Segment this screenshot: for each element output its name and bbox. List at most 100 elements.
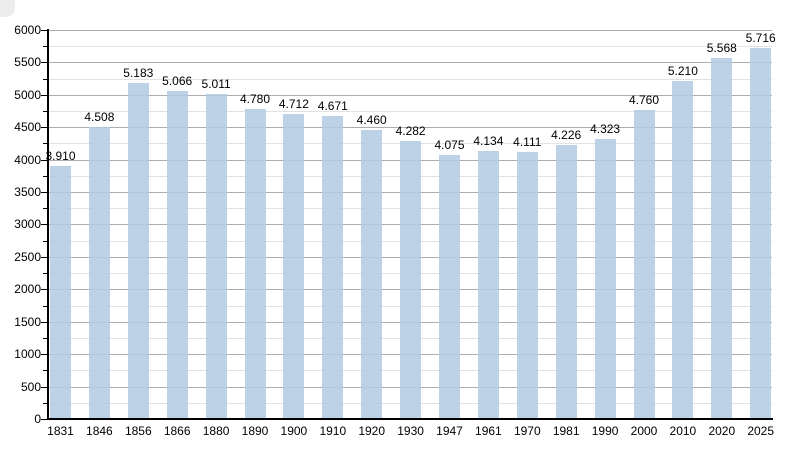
x-axis-tick-label: 1831 — [47, 424, 74, 438]
bar — [633, 110, 655, 418]
bar — [555, 145, 577, 418]
bar-value-label: 4.508 — [84, 109, 115, 124]
y-axis-tick-label: 6000 — [14, 23, 41, 37]
y-axis-tick-label: 4000 — [14, 153, 41, 167]
y-axis-major-tick — [41, 419, 47, 420]
bar — [322, 116, 344, 418]
y-axis-minor-tick — [43, 403, 47, 404]
y-axis-minor-tick — [43, 241, 47, 242]
y-axis-tick-label: 5500 — [14, 55, 41, 69]
major-gridline — [49, 30, 772, 31]
y-axis-major-tick — [41, 224, 47, 225]
bar-value-label: 4.226 — [551, 128, 582, 142]
bar — [594, 138, 616, 418]
x-axis-tick-label: 1947 — [436, 424, 463, 438]
x-axis-tick-label: 1856 — [124, 424, 152, 438]
y-axis-major-tick — [41, 62, 47, 63]
bar-value-label: 5.716 — [745, 31, 776, 46]
bar — [439, 154, 460, 418]
y-axis-tick-label: 2500 — [14, 250, 41, 264]
y-axis-major-tick — [41, 160, 47, 161]
bar — [516, 152, 538, 418]
bar — [127, 82, 149, 418]
x-axis-tick-label: 1990 — [591, 424, 619, 438]
x-axis-tick-label: 2025 — [747, 424, 775, 438]
y-axis-tick-label: 0 — [34, 412, 41, 426]
x-axis-tick-label: 1920 — [358, 424, 386, 438]
x-axis-tick-label: 1930 — [397, 424, 424, 438]
x-axis-tick-label: 1900 — [280, 424, 308, 438]
y-axis-major-tick — [41, 192, 47, 193]
bar-value-label: 4.323 — [590, 121, 621, 136]
bar-value-label: 5.066 — [162, 73, 193, 88]
y-axis-minor-tick — [43, 208, 47, 209]
bar-value-label: 4.460 — [356, 112, 387, 127]
minor-gridline — [49, 79, 772, 80]
bar-value-label: 4.134 — [473, 133, 504, 148]
bar — [400, 141, 422, 418]
x-axis-tick-label: 1880 — [202, 424, 230, 438]
y-axis-major-tick — [41, 127, 47, 128]
bar-value-label: 4.282 — [395, 124, 426, 139]
bar-value-label: 5.210 — [667, 64, 698, 79]
bar-value-label: 5.183 — [123, 65, 154, 80]
bar — [244, 109, 266, 418]
y-axis-tick-label: 1000 — [14, 347, 41, 361]
bar-value-label: 4.760 — [628, 93, 660, 108]
y-axis-tick-label: 3000 — [14, 217, 41, 231]
x-axis-tick-label: 1910 — [319, 424, 347, 438]
y-axis-major-tick — [41, 289, 47, 290]
y-axis-major-tick — [41, 257, 47, 258]
x-axis-tick-label: 2020 — [708, 424, 736, 438]
bar-value-label: 3.910 — [45, 148, 76, 163]
major-gridline — [49, 62, 772, 63]
x-axis-tick-label: 1846 — [86, 424, 113, 438]
y-axis-line — [47, 29, 49, 420]
bar — [750, 48, 772, 418]
x-axis-tick-label: 2000 — [630, 424, 658, 438]
bar-value-label: 5.011 — [201, 77, 231, 92]
y-axis-tick-label: 3500 — [14, 185, 41, 199]
y-axis-major-tick — [41, 322, 47, 323]
x-axis-line — [47, 418, 773, 420]
bar — [88, 126, 110, 418]
bar-value-label: 4.712 — [278, 96, 309, 111]
y-axis-minor-tick — [43, 143, 47, 144]
bar — [283, 113, 305, 418]
bar-value-label: 4.075 — [434, 137, 465, 152]
minor-gridline — [49, 111, 772, 112]
y-axis-major-tick — [41, 387, 47, 388]
major-gridline — [49, 127, 772, 128]
bar — [711, 58, 733, 418]
bar-value-label: 5.568 — [706, 41, 737, 55]
bar — [361, 129, 383, 418]
bar — [672, 81, 694, 418]
y-axis-major-tick — [41, 95, 47, 96]
y-axis-major-tick — [41, 30, 47, 31]
y-axis-tick-label: 4500 — [14, 120, 41, 134]
y-axis-minor-tick — [43, 370, 47, 371]
x-axis-tick-label: 1890 — [241, 424, 269, 438]
bar — [477, 150, 499, 418]
y-axis-minor-tick — [43, 338, 47, 339]
x-axis-tick-label: 1981 — [552, 424, 580, 438]
y-axis-minor-tick — [43, 111, 47, 112]
y-axis-tick-label: 500 — [20, 380, 41, 394]
y-axis-minor-tick — [43, 176, 47, 177]
bar — [50, 165, 71, 418]
y-axis-tick-label: 2000 — [14, 282, 41, 296]
y-axis-major-tick — [41, 354, 47, 355]
x-axis-tick-label: 2010 — [669, 424, 697, 438]
bar-value-label: 4.671 — [317, 99, 348, 114]
x-axis-tick-label: 1970 — [513, 424, 541, 438]
major-gridline — [49, 95, 772, 96]
y-axis-minor-tick — [43, 306, 47, 307]
bar-value-label: 4.780 — [239, 92, 271, 107]
minor-gridline — [49, 46, 772, 47]
y-axis-minor-tick — [43, 79, 47, 80]
y-axis-tick-label: 1500 — [14, 315, 41, 329]
y-axis-minor-tick — [43, 46, 47, 47]
bar — [205, 94, 227, 418]
x-axis-tick-label: 1961 — [475, 424, 502, 438]
